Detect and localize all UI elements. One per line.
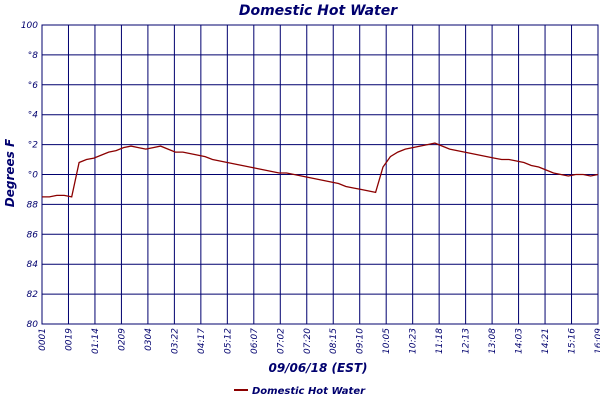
y-tick-label: °2 xyxy=(28,141,39,151)
x-tick-label: 03:22 xyxy=(170,328,180,354)
y-tick-label: 88 xyxy=(27,200,39,210)
y-tick-label: °0 xyxy=(28,171,39,181)
grid xyxy=(41,24,599,325)
x-tick-label: 11:18 xyxy=(435,328,445,354)
x-axis-label: 09/06/18 (EST) xyxy=(268,361,367,375)
x-tick-label: 0209 xyxy=(117,328,127,351)
x-tick-label: 14:03 xyxy=(515,328,525,354)
y-tick-label: 100 xyxy=(21,21,38,31)
x-tick-label: 08:15 xyxy=(329,328,339,354)
x-tick-label: 07:02 xyxy=(276,328,286,354)
x-tick-label: 13:08 xyxy=(488,328,498,354)
y-axis-label: Degrees F xyxy=(3,138,17,207)
y-tick-label: °8 xyxy=(28,51,39,61)
x-tick-label: 04:17 xyxy=(197,328,207,354)
series-line-domestic-hot-water xyxy=(42,142,599,198)
chart-title: Domestic Hot Water xyxy=(239,3,398,19)
x-tick-labels: 0001 0019 01:14 0209 0304 03:22 04:17 05:12 06:0… xyxy=(38,328,600,354)
y-tick-label: 80 xyxy=(27,320,39,330)
series-group xyxy=(42,142,599,198)
x-tick-label: 14:21 xyxy=(541,328,551,354)
y-tick-label: 82 xyxy=(27,290,39,300)
x-tick-label: 01:14 xyxy=(91,328,101,354)
y-tick-labels: 80 82 84 86 88 °0 °2 °4 °6 °8 100 xyxy=(21,21,38,330)
x-tick-label: 10:23 xyxy=(409,328,419,354)
x-tick-label: 15:16 xyxy=(568,328,578,354)
x-tick-label: 0001 xyxy=(38,328,48,351)
x-tick-label: 10:05 xyxy=(382,328,392,354)
x-tick-label: 0019 xyxy=(64,328,74,351)
y-tick-label: °4 xyxy=(28,111,39,121)
x-tick-label: 05:12 xyxy=(223,328,233,354)
legend-label: Domestic Hot Water xyxy=(252,386,366,397)
legend: Domestic Hot Water xyxy=(234,386,366,397)
x-tick-label: 07:20 xyxy=(303,328,313,354)
y-tick-label: 86 xyxy=(27,230,39,240)
x-tick-label: 16:09 xyxy=(594,328,600,354)
x-tick-label: 09:10 xyxy=(356,328,366,354)
x-tick-label: 0304 xyxy=(144,328,154,351)
x-tick-label: 12:13 xyxy=(462,328,472,354)
y-tick-label: °6 xyxy=(28,81,39,91)
y-tick-label: 84 xyxy=(27,260,39,270)
x-tick-label: 06:07 xyxy=(250,328,260,354)
